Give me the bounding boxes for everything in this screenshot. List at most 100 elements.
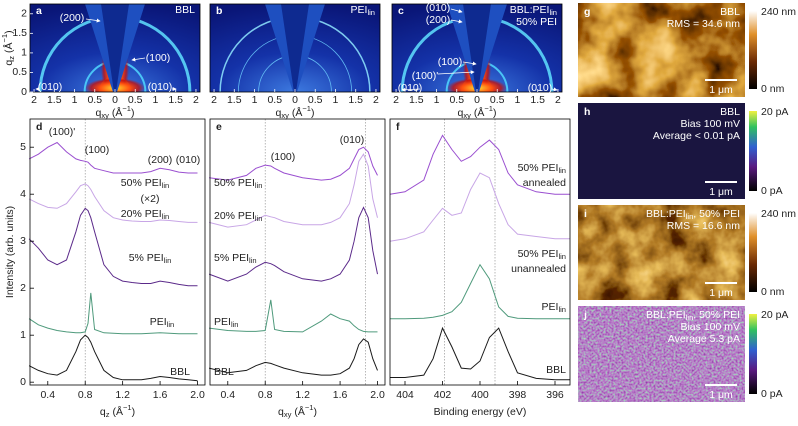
peak-arrow xyxy=(450,8,463,14)
text-span: RMS = 16.6 nm xyxy=(667,220,740,232)
x-tick-label: 0 xyxy=(292,94,298,106)
peak-label: (100) xyxy=(438,56,463,68)
x-tick-label: 0.5 xyxy=(490,94,505,106)
series-line xyxy=(209,299,378,333)
series-line xyxy=(389,172,570,242)
text-span: BBL xyxy=(720,6,740,18)
peak-label: (010) xyxy=(148,81,173,93)
annotation: (100)' xyxy=(49,126,76,138)
text-span: z xyxy=(106,410,110,419)
x-tick-label: 0.8 xyxy=(258,389,273,401)
y-tick-label: 0 xyxy=(21,86,27,98)
image-caption: BBL xyxy=(720,106,740,118)
peak-arrow xyxy=(462,61,477,66)
text-span: ) xyxy=(3,30,15,34)
peak-arrow xyxy=(401,87,421,92)
y-tick-label: 4 xyxy=(20,188,26,200)
text-span: ) xyxy=(311,107,315,119)
text-span: lin xyxy=(167,320,175,329)
text-span: Bias 100 mV xyxy=(680,118,740,130)
peak-label: (200) xyxy=(60,12,85,24)
x-tick-label: 402 xyxy=(434,389,452,401)
text-span: Bias 100 mV xyxy=(680,321,740,333)
annotation: 20% PEIlin xyxy=(121,208,169,221)
annotation: BBL xyxy=(214,366,234,378)
text-span: z xyxy=(7,56,16,60)
annotation: PEIlin xyxy=(214,316,239,329)
annotation: (200) xyxy=(148,154,173,166)
text-span: xy xyxy=(281,111,289,120)
annotation: BBL xyxy=(546,364,566,376)
x-tick-label: 1 xyxy=(72,94,78,106)
plot-frame xyxy=(29,118,206,386)
text-span: lin xyxy=(231,320,239,329)
panel-letter: g xyxy=(584,6,590,18)
text-span: −1 xyxy=(302,104,311,113)
series-line xyxy=(208,206,378,282)
y-tick-label: 0.5 xyxy=(12,66,27,78)
afm-image xyxy=(578,205,745,300)
x-tick-label: 0.5 xyxy=(128,94,143,106)
text-span: lin xyxy=(558,166,566,175)
annotation: 50% PEIlin xyxy=(518,248,566,261)
x-tick-label: 1.5 xyxy=(227,94,242,106)
y-tick-label: 5 xyxy=(20,141,26,153)
peak-label: (100)' xyxy=(412,70,439,82)
x-tick-label: 1.5 xyxy=(168,94,183,106)
x-tick-label: 0.5 xyxy=(267,94,282,106)
text-span: (×2) xyxy=(141,193,160,205)
x-tick-label: 0.8 xyxy=(78,389,93,401)
image-caption: BBL:PEIlin, 50% PEI xyxy=(646,309,740,322)
annotation: (×2) xyxy=(141,193,160,205)
peak-label: (100) xyxy=(146,52,171,64)
x-axis-label: qxy (Å−1) xyxy=(276,104,315,120)
y-tick-label: 1 xyxy=(20,329,26,341)
image-caption: Average < 0.01 pA xyxy=(653,130,740,142)
scale-label: 1 μm xyxy=(709,186,733,198)
x-tick-label: 1 xyxy=(153,94,159,106)
annotation: (010) xyxy=(176,154,201,166)
text-span: −1 xyxy=(305,403,314,412)
peak-arrow xyxy=(85,18,101,23)
x-tick-label: 1.6 xyxy=(153,389,168,401)
text-span: 5% PEI xyxy=(129,252,164,264)
text-span: PEI xyxy=(351,4,368,16)
text-span: 20% PEI xyxy=(214,210,255,222)
panel-letter: f xyxy=(396,121,400,133)
annotation: 5% PEIlin xyxy=(129,252,172,265)
series-line xyxy=(390,326,570,381)
panel-letter: h xyxy=(584,106,590,118)
text-span: q xyxy=(3,60,15,66)
missing-wedge-core xyxy=(281,4,309,92)
text-span: lin xyxy=(162,212,170,221)
diffraction-image xyxy=(210,4,380,92)
text-span: −1 xyxy=(0,34,9,43)
series-line xyxy=(28,207,198,287)
text-span: lin xyxy=(255,181,263,190)
x-axis-label: qxy (Å−1) xyxy=(458,104,497,120)
x-tick-label: 2 xyxy=(193,94,199,106)
x-tick-label: 0 xyxy=(112,94,118,106)
annotation: 50% PEIlin xyxy=(121,177,169,190)
panel-letter: j xyxy=(583,309,587,321)
y-tick-label: 3 xyxy=(20,235,26,247)
x-tick-label: 2 xyxy=(31,94,37,106)
x-tick-label: 1.5 xyxy=(47,94,62,106)
text-span: , 50% PEI xyxy=(693,309,740,321)
text-span: 50% PEI xyxy=(214,177,255,189)
colorbar xyxy=(749,111,757,191)
peak-arrow xyxy=(450,19,463,24)
peak-arrow xyxy=(437,70,475,75)
annotation: 50% PEIlin xyxy=(214,177,262,190)
colorbar xyxy=(749,213,757,292)
text-span: lin xyxy=(162,181,170,190)
peak-label: (200) xyxy=(426,14,451,26)
text-span: −1 xyxy=(484,104,493,113)
x-tick-label: 1.6 xyxy=(333,389,348,401)
x-tick-label: 2 xyxy=(211,94,217,106)
peak-label: (010) xyxy=(528,82,553,94)
panel-label: BBL xyxy=(175,4,195,16)
image-caption: Bias 100 mV xyxy=(680,321,740,333)
text-span: q xyxy=(100,406,106,418)
y-tick-label: 0 xyxy=(20,376,26,388)
